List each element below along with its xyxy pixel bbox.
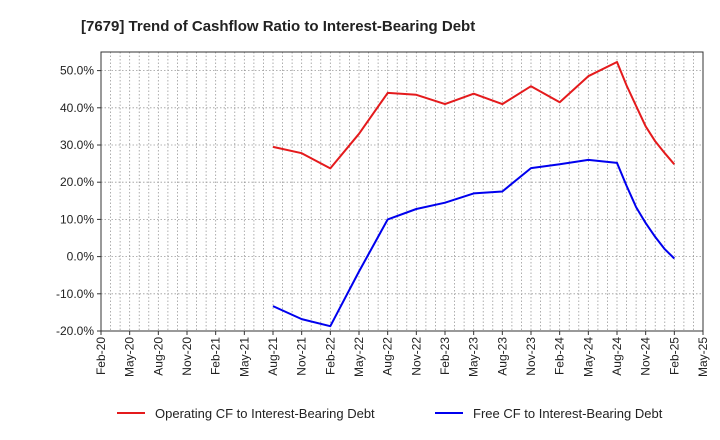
x-tick-label: May-23	[467, 337, 481, 377]
y-tick-label: 50.0%	[60, 64, 94, 78]
y-tick-label: -10.0%	[56, 287, 94, 301]
plot-area	[100, 51, 704, 332]
x-tick-label: Aug-21	[266, 337, 280, 376]
legend: Operating CF to Interest-Bearing Debt Fr…	[117, 406, 663, 421]
series-line-operating-cf	[272, 61, 676, 170]
x-tick-label: Aug-22	[381, 337, 395, 376]
x-tick-label: Feb-23	[438, 337, 452, 375]
y-tick-label: 40.0%	[60, 101, 94, 115]
x-tick-label: May-25	[696, 337, 710, 377]
x-tick-label: Nov-24	[639, 337, 653, 376]
series-line-free-cf	[272, 158, 675, 328]
x-tick-label: Feb-20	[94, 337, 108, 375]
x-tick-label: Nov-20	[180, 337, 194, 376]
y-tick-label: 10.0%	[60, 212, 94, 226]
x-tick-label: Feb-25	[667, 337, 681, 375]
y-tick-label: 30.0%	[60, 138, 94, 152]
x-tick-label: May-24	[581, 337, 595, 377]
legend-label-operating-cf: Operating CF to Interest-Bearing Debt	[155, 406, 375, 421]
x-tick-label: Feb-24	[553, 337, 567, 375]
x-tick-label: May-21	[237, 337, 251, 377]
y-tick-label: 0.0%	[67, 250, 95, 264]
y-tick-label: 20.0%	[60, 175, 94, 189]
x-tick-label: Feb-21	[209, 337, 223, 375]
y-tick-label: -20.0%	[56, 324, 94, 338]
x-tick-label: Aug-24	[610, 337, 624, 376]
x-tick-label: Nov-21	[295, 337, 309, 376]
series-group	[272, 61, 676, 328]
x-axis: Feb-20 May-20 Aug-20 Nov-20 Feb-21 May-21 Aug-…	[94, 331, 710, 377]
x-tick-label: May-20	[123, 337, 137, 377]
y-axis: -20.0% -10.0% 0.0% 10.0% 20.0% 30.0% 40.0% 50.0…	[56, 64, 101, 338]
x-tick-label: May-22	[352, 337, 366, 377]
legend-label-free-cf: Free CF to Interest-Bearing Debt	[473, 406, 663, 421]
x-tick-label: Aug-23	[495, 337, 509, 376]
x-tick-label: Aug-20	[151, 337, 165, 376]
chart-title: [7679] Trend of Cashflow Ratio to Intere…	[81, 18, 475, 35]
x-tick-label: Nov-23	[524, 337, 538, 376]
x-tick-label: Nov-22	[409, 337, 423, 376]
x-tick-label: Feb-22	[323, 337, 337, 375]
